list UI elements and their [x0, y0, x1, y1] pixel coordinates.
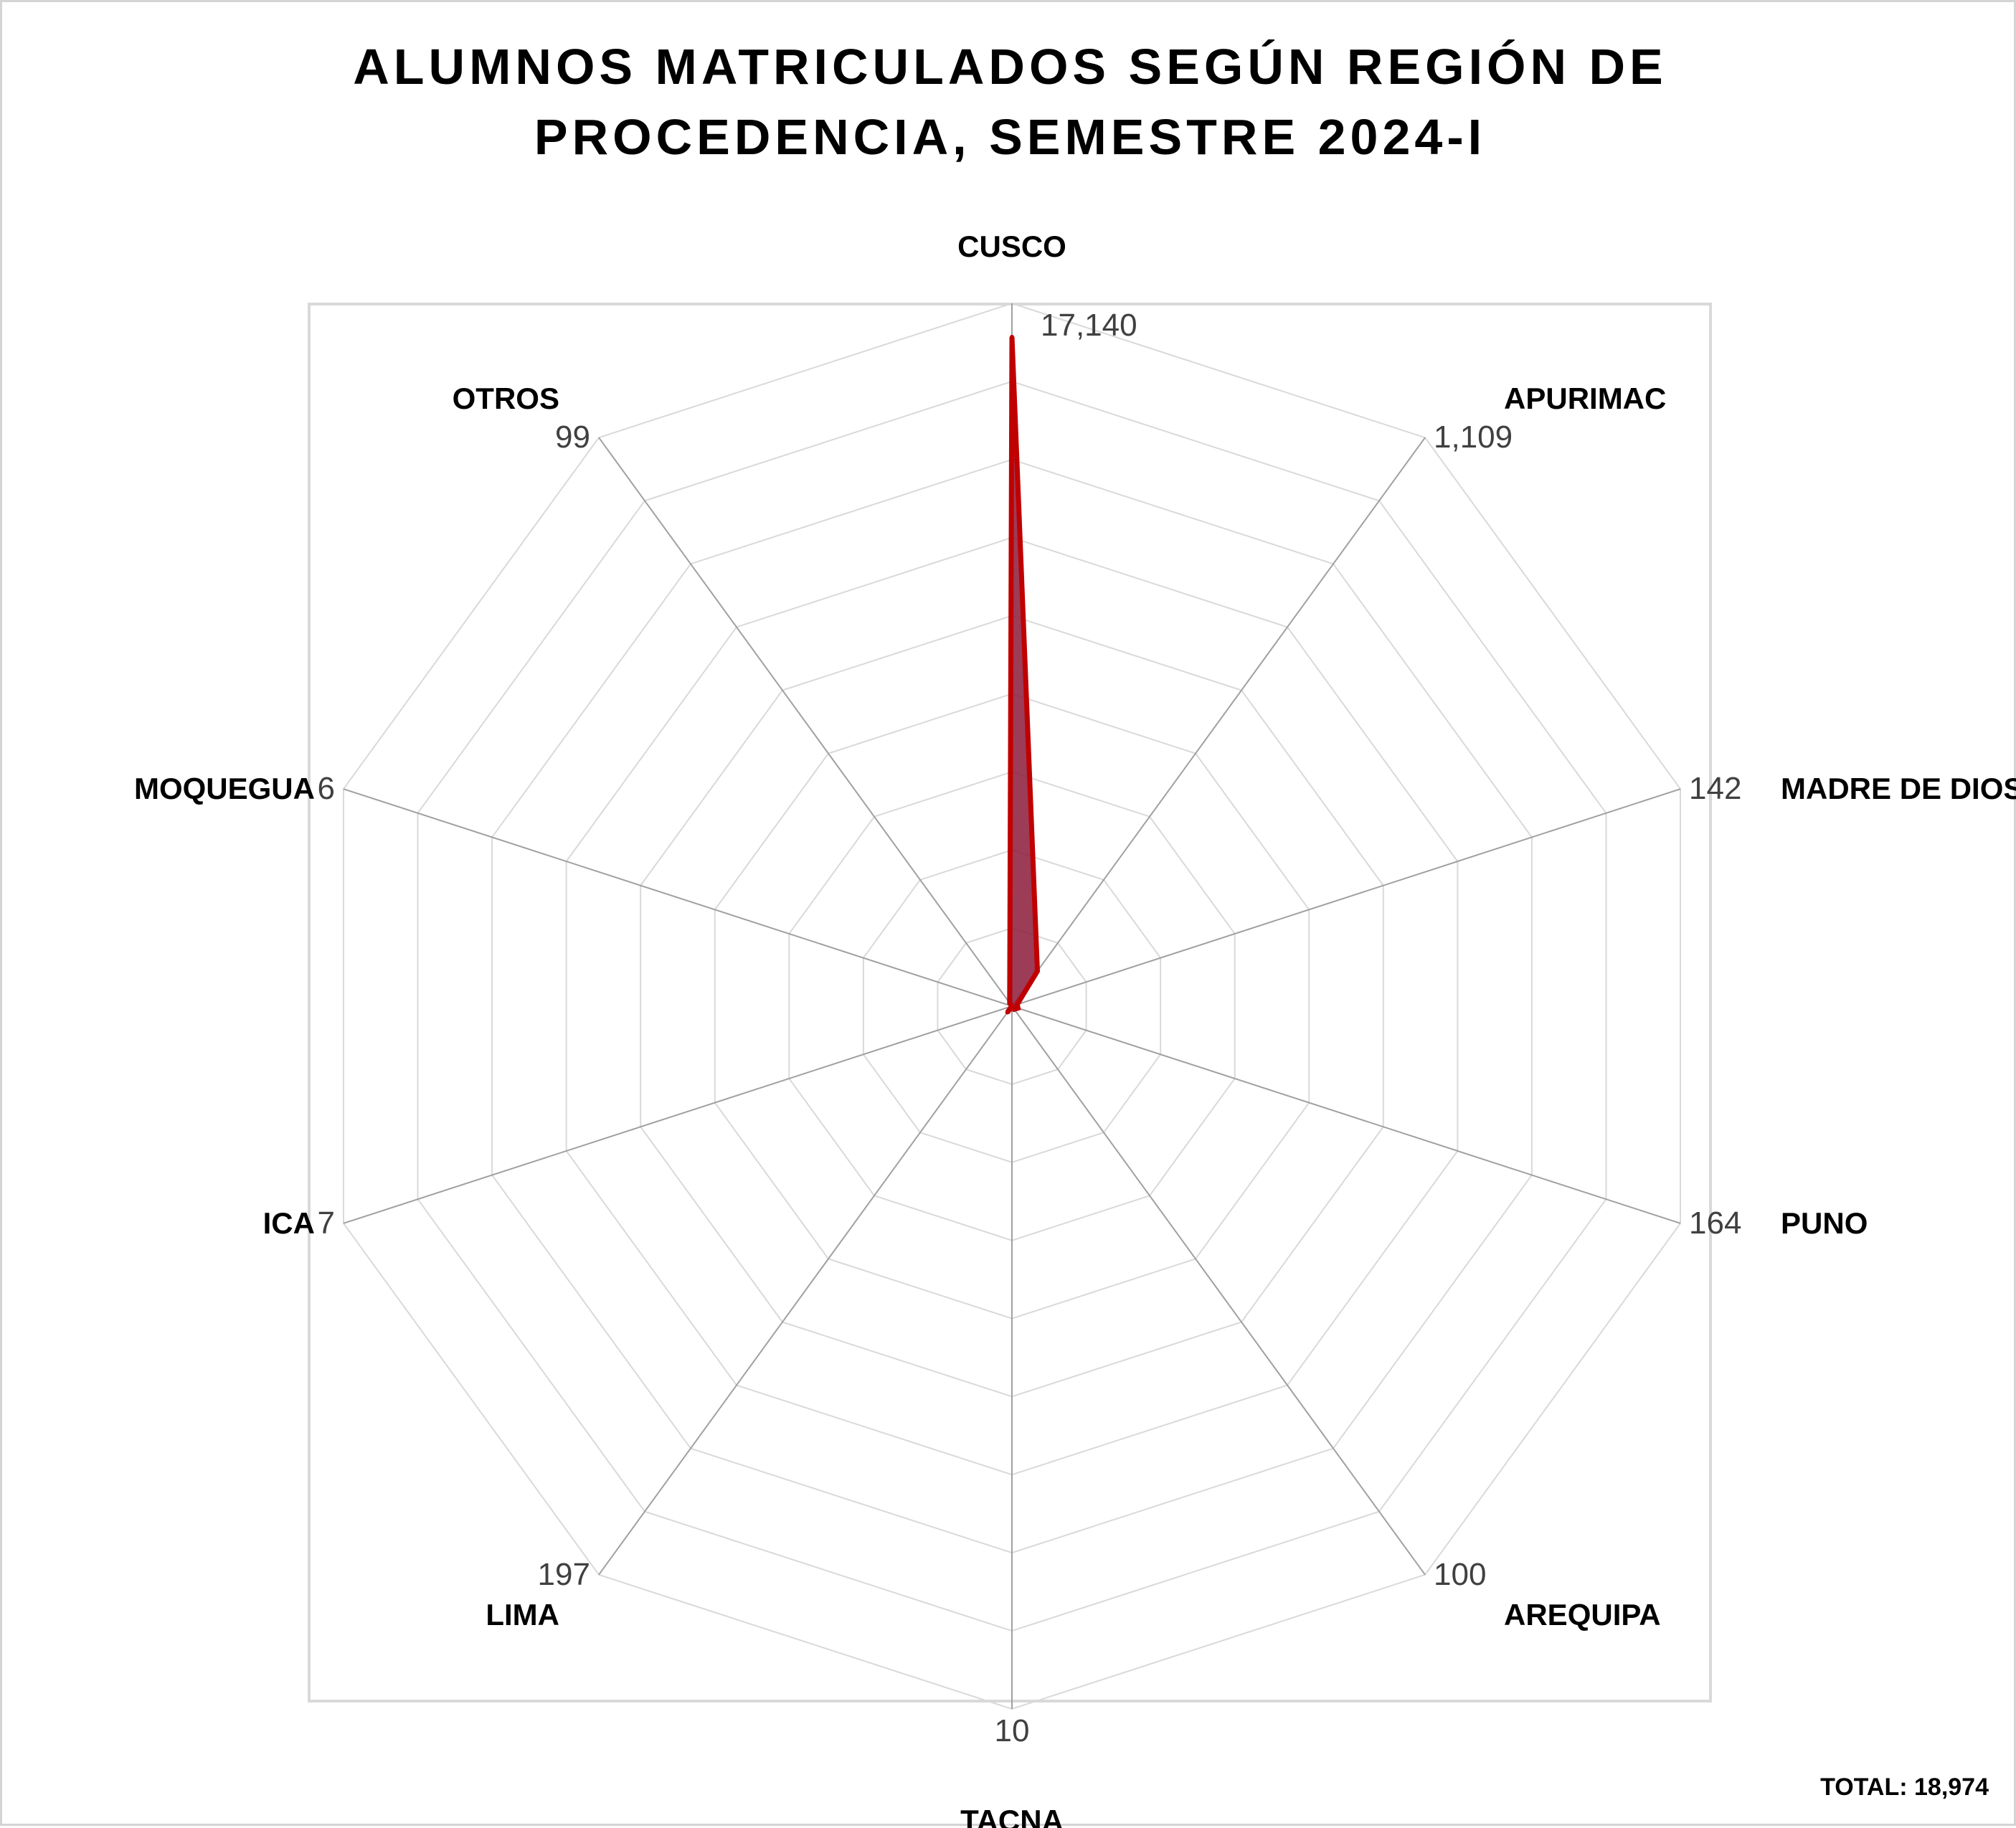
category-label: OTROS: [453, 382, 559, 415]
value-label: 17,140: [1041, 308, 1137, 343]
category-label: AREQUIPA: [1504, 1598, 1661, 1632]
series-area: [1005, 336, 1041, 1014]
series-point: [1015, 1002, 1020, 1007]
axis-spoke: [343, 788, 1013, 1007]
value-label: 10: [995, 1713, 1030, 1748]
axis-spoke: [1011, 1005, 1681, 1224]
total-label: TOTAL: 18,974: [1820, 1773, 1989, 1801]
category-label: MOQUEGUA: [134, 772, 315, 805]
value-label: 1,109: [1434, 420, 1513, 455]
axis-spoke: [343, 1005, 1013, 1224]
category-label: PUNO: [1781, 1206, 1868, 1240]
axis-spoke: [1011, 437, 1426, 1007]
value-label: 7: [317, 1206, 334, 1241]
category-label: MADRE DE DIOS: [1781, 772, 2016, 805]
value-label: 197: [538, 1557, 590, 1592]
series-point: [1010, 334, 1014, 339]
series-point: [1007, 1000, 1012, 1005]
category-label: APURIMAC: [1504, 382, 1666, 415]
value-label: 99: [555, 420, 590, 455]
value-label: 100: [1434, 1557, 1486, 1592]
axis-spoke: [1011, 1005, 1426, 1576]
series-point: [1009, 1003, 1014, 1008]
axis-spoke: [1011, 788, 1681, 1007]
chart-title-line-2: PROCEDENCIA, SEMESTRE 2024-I: [534, 109, 1487, 165]
value-label: 6: [317, 771, 334, 806]
category-label: LIMA: [486, 1598, 559, 1632]
series-point: [1035, 969, 1040, 974]
series-point: [1016, 1005, 1021, 1010]
category-label: TACNA: [960, 1804, 1064, 1828]
value-label: 164: [1689, 1206, 1741, 1241]
category-label: CUSCO: [957, 229, 1066, 263]
chart-title-line-1: ALUMNOS MATRICULADOS SEGÚN REGIÓN DE: [353, 39, 1667, 95]
axis-spoke: [598, 1005, 1013, 1576]
value-label: 142: [1689, 771, 1741, 806]
category-label: ICA: [263, 1206, 315, 1240]
series-point: [1005, 1010, 1010, 1015]
axis-spoke: [598, 437, 1013, 1007]
